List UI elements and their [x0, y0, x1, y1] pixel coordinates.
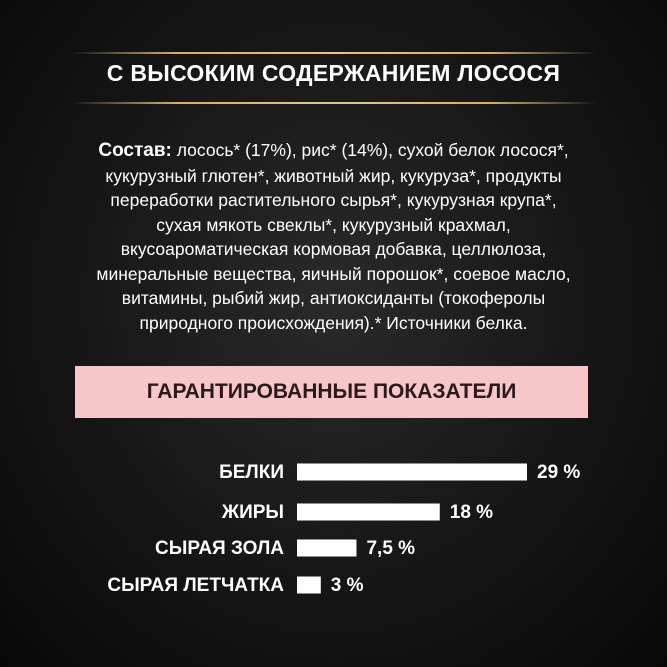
composition-line: кукурузный глютен*, животный жир, кукуру… — [0, 164, 667, 189]
value-label: 7,5 % — [366, 538, 415, 559]
composition-label: Состав: — [98, 140, 172, 161]
composition-text: лосось* (17%), рис* (14%), сухой белок л… — [176, 140, 569, 160]
composition-text: переработки растительного сырья*, кукуру… — [110, 190, 557, 210]
composition-line: витамины, рыбий жир, антиоксиданты (токо… — [0, 286, 667, 311]
composition-text: сухая мякоть свеклы*, кукурузный крахмал… — [156, 214, 511, 235]
value-label: 3 % — [331, 575, 364, 596]
category-label: ЖИРЫ — [221, 502, 284, 523]
composition-text: минеральные вещества, яичный порошок*, с… — [96, 263, 571, 284]
bar — [297, 576, 321, 594]
gold-line — [70, 52, 597, 54]
composition-line: Состав: лосось* (17%), рис* (14%), сухой… — [0, 138, 667, 164]
category-label: БЕЛКИ — [219, 462, 284, 483]
gold-line — [70, 102, 597, 104]
bar — [297, 503, 440, 521]
composition-text: вкусоароматическая кормовая добавка, цел… — [120, 239, 547, 259]
composition-text: природного происхождения).* Источники бе… — [139, 312, 528, 333]
bar — [297, 539, 357, 557]
chart: БЕЛКИ 29 % ЖИРЫ 18 % СЫРАЯ ЗОЛА 7,5 % СЫРАЯ ЛЕ… — [107, 462, 580, 596]
composition-line: сухая мякоть свеклы*, кукурузный крахмал… — [0, 213, 667, 238]
banner — [75, 366, 588, 418]
bar — [297, 463, 527, 481]
title: С ВЫСОКИМ СОДЕРЖАНИЕМ ЛОСОСЯ — [106, 60, 561, 86]
composition-line: минеральные вещества, яичный порошок*, с… — [0, 262, 667, 287]
value-label: 18 % — [450, 502, 493, 523]
composition-line: природного происхождения).* Источники бе… — [0, 311, 667, 336]
value-label: 29 % — [537, 462, 580, 483]
category-label: СЫРАЯ ЗОЛА — [155, 538, 284, 559]
composition-text: кукурузный глютен*, животный жир, кукуру… — [105, 165, 562, 186]
chart-title: ГАРАНТИРОВАННЫЕ ПОКАЗАТЕЛИ — [146, 380, 517, 403]
composition: Состав: лосось* (17%), рис* (14%), сухой… — [0, 138, 667, 335]
category-label: СЫРАЯ ЛЕТЧАТКА — [107, 575, 284, 596]
composition-line: вкусоароматическая кормовая добавка, цел… — [0, 237, 667, 262]
composition-line: переработки растительного сырья*, кукуру… — [0, 188, 667, 213]
composition-text: витамины, рыбий жир, антиоксиданты (токо… — [121, 288, 546, 308]
